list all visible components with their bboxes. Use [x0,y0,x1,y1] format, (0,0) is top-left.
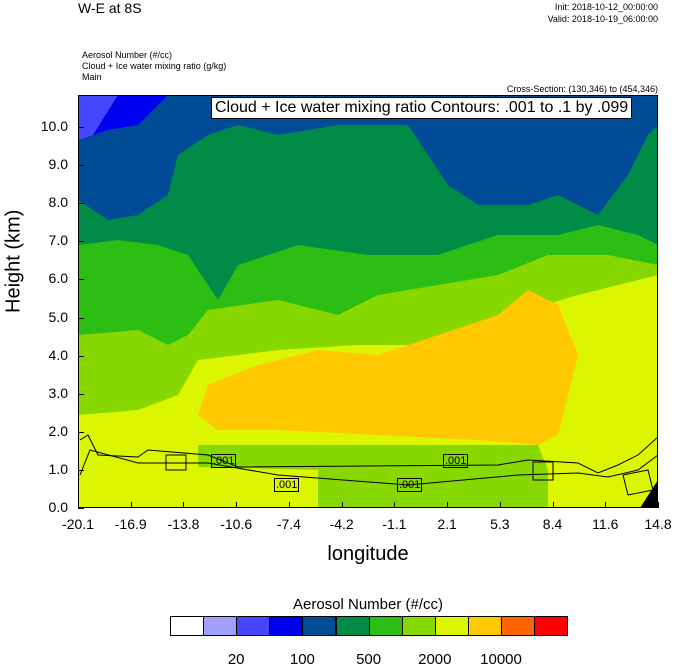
colorbar-swatch [467,616,502,636]
y-tick-label: 6.0 [48,270,68,287]
x-tick-mark [658,502,659,508]
colorbar-swatch [302,616,337,636]
x-tick-mark [552,502,554,508]
contour-label: .001 [211,454,237,468]
plot-frame [78,95,658,508]
x-tick-label: 5.3 [490,516,510,532]
y-tick-mark [78,279,84,281]
x-tick-label: -13.8 [167,516,200,532]
terrain-corner [640,480,658,508]
x-tick-mark [183,502,185,508]
field-low-green [198,445,548,508]
valid-time: Valid: 2018-10-19_06:00:00 [547,14,658,24]
y-tick-mark [78,393,84,395]
colorbar-label: 500 [356,651,382,667]
y-tick-mark [78,127,84,128]
colorbar-title: Aerosol Number (#/cc) [292,596,444,613]
cross-section-label: Cross-Section: (130,346) to (454,346) [506,84,658,94]
y-tick-label: 5.0 [48,308,68,325]
contour-info-box: Cloud + Ice water mixing ratio Contours:… [211,97,633,119]
x-tick-label: -16.9 [114,516,147,532]
colorbar-swatch [534,616,569,636]
colorbar-label: 100 [289,651,315,667]
y-tick-mark [78,317,84,319]
colorbar-swatch [203,616,238,636]
x-tick-label: -20.1 [62,516,94,532]
x-axis-title: longitude [327,543,409,565]
colorbar-swatch [434,616,469,636]
y-axis-title: Height (km) [2,209,25,313]
colorbar-label: 2000 [418,651,452,667]
field-blue-light [78,95,118,140]
y-tick-label: 2.0 [48,422,68,439]
field-orange [198,290,578,445]
y-tick-label: 1.0 [48,460,68,477]
x-tick-label: -4.2 [329,516,354,532]
x-tick-label: 2.1 [437,516,457,532]
colorbar-label: 20 [227,651,245,667]
contour-label: .001 [397,478,423,492]
field-label-main: Main [82,72,102,82]
plot-title: W-E at 8S [78,0,142,16]
x-tick-mark [341,502,343,508]
field-label-cloud: Cloud + Ice water mixing ratio (g/kg) [82,61,227,71]
y-tick-mark [78,203,84,205]
contours [79,434,658,496]
field-label-aerosol: Aerosol Number (#/cc) [82,50,173,60]
colorbar-swatch [401,616,436,636]
y-tick-label: 4.0 [48,346,68,363]
x-tick-label: 14.8 [644,516,672,532]
y-tick-label: 3.0 [48,384,68,401]
contour-label: .001 [274,478,300,492]
y-tick-mark [78,355,84,357]
init-time: Init: 2018-10-12_00:00:00 [554,2,658,12]
x-tick-label: -7.4 [276,516,301,532]
colorbar-swatch [335,616,370,636]
y-tick-label: 9.0 [48,156,68,173]
y-tick-label: 8.0 [48,194,68,211]
colorbar-swatch [269,616,304,636]
x-tick-mark [288,502,290,508]
x-tick-label: -10.6 [220,516,253,532]
x-tick-label: -1.1 [382,516,407,532]
x-tick-label: 11.6 [592,516,619,532]
y-tick-label: 7.0 [48,232,68,249]
x-tick-mark [394,502,396,508]
y-tick-label: 10.0 [40,118,68,134]
y-tick-label: 0.0 [48,499,68,515]
x-tick-mark [236,502,238,508]
x-tick-mark [78,502,79,508]
x-tick-mark [130,502,132,508]
field-blue [93,95,168,135]
colorbar-label: 10000 [480,651,522,667]
x-tick-mark [499,502,501,508]
colorbar-swatch [501,616,536,636]
colorbar-swatch [368,616,403,636]
y-tick-mark [78,508,84,509]
y-tick-mark [78,469,84,471]
plot-area [78,95,658,508]
x-tick-mark [605,502,607,508]
contour-label: .001 [443,454,469,468]
y-tick-mark [78,241,84,243]
colorbar-swatch [170,616,205,636]
y-tick-mark [78,165,84,167]
x-tick-label: 8.4 [542,516,563,532]
y-tick-mark [78,431,84,433]
colorbar-swatch [236,616,271,636]
x-tick-mark [447,502,449,508]
